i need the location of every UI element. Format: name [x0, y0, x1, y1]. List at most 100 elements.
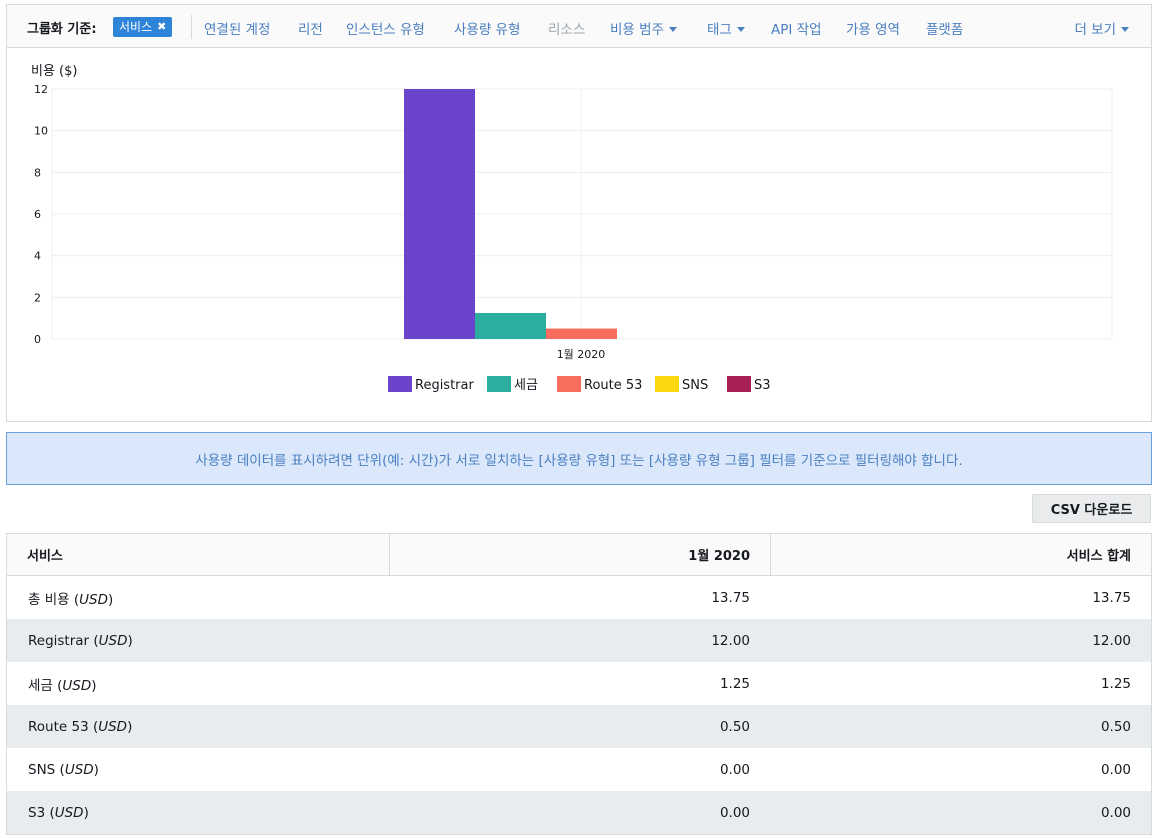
service-name-cell: Registrar (USD): [7, 633, 389, 649]
group-by-label: 그룹화 기준:: [27, 22, 97, 37]
service-name: SNS: [28, 761, 56, 778]
total-cost-cell: 1.25: [1100, 675, 1131, 692]
service-name: 총 비용: [28, 591, 70, 608]
table-row: Route 53 (USD) 0.50 0.50: [7, 705, 1151, 748]
chevron-down-icon: [1121, 26, 1129, 32]
group-by-option-label: 인스턴스 유형: [346, 22, 425, 38]
legend-swatch[interactable]: [727, 376, 751, 392]
unit-open-paren: (: [45, 804, 55, 821]
group-by-option-label: 태그: [707, 22, 732, 38]
group-by-option[interactable]: 리전: [298, 18, 323, 38]
legend-label[interactable]: Registrar: [415, 378, 474, 393]
column-header-service[interactable]: 서비스: [27, 549, 63, 564]
group-by-option[interactable]: 사용량 유형: [454, 18, 520, 38]
y-axis-label: 비용 ($): [31, 64, 77, 79]
unit-label: USD: [79, 591, 108, 608]
y-tick-label: 6: [34, 208, 41, 221]
group-by-option: 리소스: [548, 18, 585, 38]
unit-close-paren: ): [93, 761, 99, 778]
total-cost-cell: 0.00: [1100, 761, 1131, 778]
unit-close-paren: ): [127, 632, 133, 649]
group-by-bar: 그룹화 기준: 서비스 ✖ 연결된 계정 리전 인스턴스 유형 사용량 유형 리소스 비용…: [6, 4, 1152, 48]
cost-bar-chart: 비용 ($) 0 2 4 6 8 10 12 1월 2020 Registrar 세금 Route 5…: [31, 64, 1113, 393]
service-name-cell: 총 비용 (USD): [7, 588, 389, 608]
cost-table: 서비스 1월 2020 서비스 합계 총 비용 (USD) 13.75 13.75 R…: [6, 533, 1152, 835]
y-tick-label: 2: [34, 291, 41, 304]
month-cost-cell: 0.00: [719, 761, 750, 778]
table-row: 세금 (USD) 1.25 1.25: [7, 662, 1151, 705]
table-header: 서비스 1월 2020 서비스 합계: [7, 534, 1151, 576]
unit-label: USD: [64, 761, 94, 778]
y-tick-label: 12: [34, 83, 48, 96]
remove-chip-icon[interactable]: ✖: [157, 20, 167, 33]
column-header-total[interactable]: 서비스 합계: [770, 534, 1151, 575]
service-name-cell: Route 53 (USD): [7, 719, 389, 735]
legend-label[interactable]: SNS: [682, 378, 708, 393]
y-tick-label: 8: [34, 166, 41, 179]
table-row: Registrar (USD) 12.00 12.00: [7, 619, 1151, 662]
group-by-divider: [191, 15, 192, 39]
chevron-down-icon: [668, 26, 677, 32]
csv-download-button[interactable]: CSV 다운로드: [1032, 494, 1151, 523]
service-name: Route 53: [28, 718, 89, 735]
bar-세금[interactable]: [475, 312, 546, 339]
group-by-option[interactable]: 플랫폼: [926, 18, 963, 38]
unit-open-paren: (: [52, 677, 63, 694]
y-tick-label: 0: [34, 333, 41, 346]
group-by-option-label: 사용량 유형: [454, 22, 521, 38]
total-cost-cell: 0.00: [1100, 804, 1131, 821]
bar-registrar[interactable]: [404, 89, 475, 339]
group-by-option[interactable]: 인스턴스 유형: [346, 18, 425, 38]
service-name-cell: S3 (USD): [7, 805, 389, 821]
unit-close-paren: ): [83, 804, 89, 821]
unit-close-paren: ): [107, 591, 114, 608]
legend-swatch[interactable]: [487, 376, 511, 392]
unit-label: USD: [98, 718, 128, 735]
cost-chart-panel: 비용 ($) 0 2 4 6 8 10 12 1월 2020 Registrar 세금 Route 5…: [6, 48, 1152, 422]
month-cost-cell: 12.00: [711, 632, 750, 649]
table-body: 총 비용 (USD) 13.75 13.75 Registrar (USD) 12.00…: [7, 576, 1151, 834]
legend-label[interactable]: 세금: [514, 378, 538, 393]
y-tick-label: 4: [34, 250, 41, 263]
legend-label[interactable]: Route 53: [584, 378, 642, 393]
group-by-option[interactable]: 가용 영역: [846, 18, 900, 38]
unit-label: USD: [62, 677, 92, 694]
more-options-button[interactable]: 더 보기: [1074, 18, 1129, 38]
legend-swatch[interactable]: [388, 376, 412, 392]
more-options-label: 더 보기: [1074, 22, 1116, 38]
legend-swatch[interactable]: [655, 376, 679, 392]
service-name: S3: [28, 804, 46, 821]
group-by-option-label: 리소스: [548, 22, 586, 38]
total-cost-cell: 12.00: [1092, 632, 1131, 649]
month-cost-cell: 0.00: [719, 804, 750, 821]
service-name-cell: 세금 (USD): [7, 674, 389, 694]
total-cost-cell: 0.50: [1100, 718, 1131, 735]
group-by-option[interactable]: 태그: [707, 18, 745, 38]
banner-text: 사용량 데이터를 표시하려면 단위(예: 시간)가 서로 일치하는 [사용량 유…: [195, 452, 963, 469]
usage-info-banner: 사용량 데이터를 표시하려면 단위(예: 시간)가 서로 일치하는 [사용량 유…: [6, 432, 1152, 485]
group-by-option[interactable]: 비용 범주: [610, 18, 677, 38]
bar-route-53[interactable]: [546, 328, 617, 339]
service-name-cell: SNS (USD): [7, 762, 389, 778]
unit-close-paren: ): [91, 677, 97, 694]
group-by-option[interactable]: API 작업: [771, 18, 822, 38]
table-row: 총 비용 (USD) 13.75 13.75: [7, 576, 1151, 619]
group-by-option-label: 연결된 계정: [204, 22, 271, 38]
group-by-option-label: 가용 영역: [846, 22, 900, 38]
table-row: SNS (USD) 0.00 0.00: [7, 748, 1151, 791]
unit-open-paren: (: [55, 761, 65, 778]
total-cost-cell: 13.75: [1092, 589, 1131, 606]
legend-swatch[interactable]: [557, 376, 581, 392]
month-cost-cell: 0.50: [719, 718, 750, 735]
legend-label[interactable]: S3: [754, 378, 771, 393]
month-cost-cell: 13.75: [711, 589, 750, 606]
group-by-option[interactable]: 연결된 계정: [204, 18, 270, 38]
group-by-option-label: 비용 범주: [610, 22, 664, 38]
group-by-chip-service[interactable]: 서비스 ✖: [113, 17, 173, 37]
group-by-option-label: API 작업: [771, 22, 822, 38]
unit-label: USD: [98, 632, 128, 649]
x-tick-label: 1월 2020: [557, 348, 606, 361]
service-name: 세금: [28, 677, 53, 694]
unit-open-paren: (: [69, 591, 80, 608]
column-header-month[interactable]: 1월 2020: [389, 534, 770, 575]
